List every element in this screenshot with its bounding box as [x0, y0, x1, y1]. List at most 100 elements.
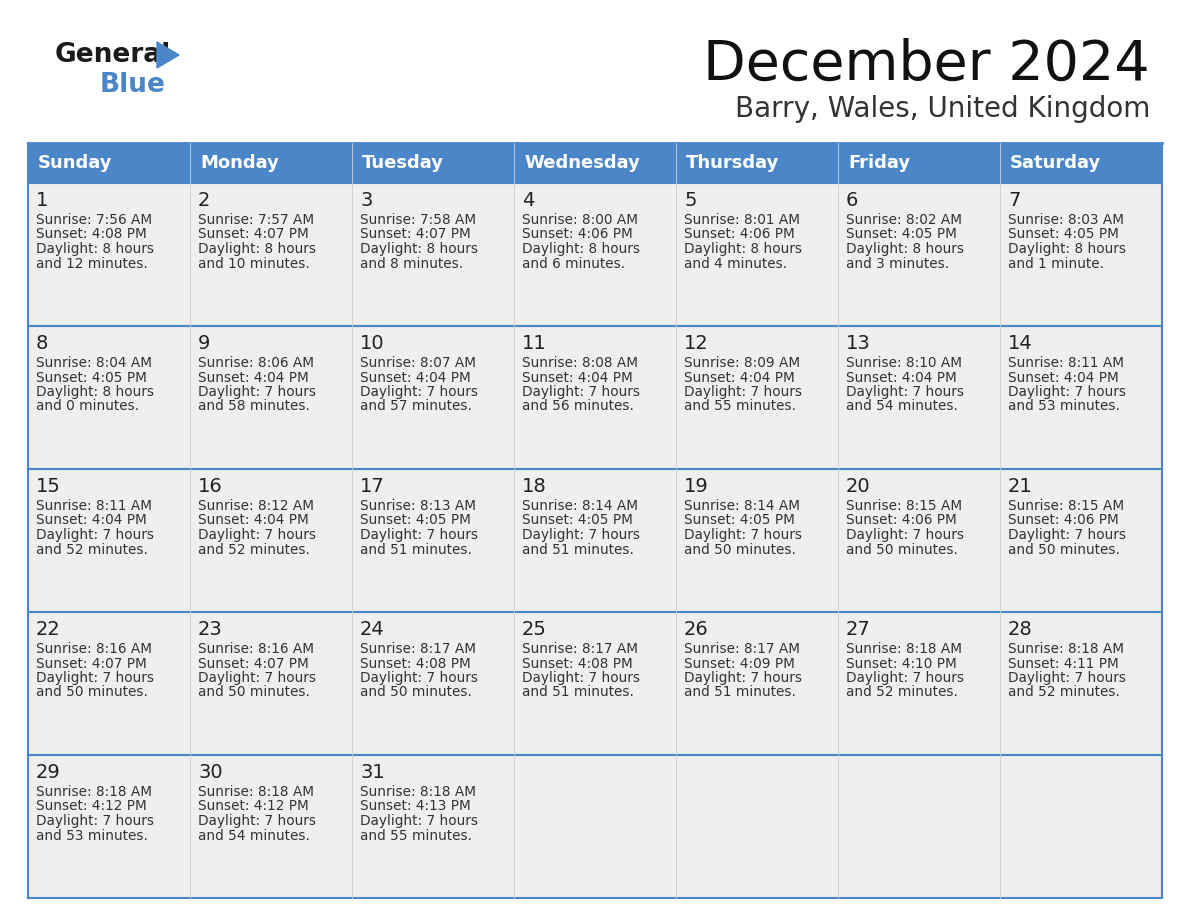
Text: Blue: Blue	[100, 72, 166, 98]
Text: Daylight: 7 hours: Daylight: 7 hours	[198, 671, 316, 685]
Text: Sunset: 4:13 PM: Sunset: 4:13 PM	[360, 800, 470, 813]
Bar	[190, 469, 352, 612]
Bar	[838, 183, 1000, 326]
Text: and 51 minutes.: and 51 minutes.	[522, 543, 634, 556]
Text: 6: 6	[846, 191, 859, 210]
Text: and 51 minutes.: and 51 minutes.	[684, 686, 796, 700]
Text: Sunrise: 8:02 AM: Sunrise: 8:02 AM	[846, 213, 962, 227]
Text: Daylight: 7 hours: Daylight: 7 hours	[1007, 528, 1126, 542]
Text: Daylight: 8 hours: Daylight: 8 hours	[360, 242, 478, 256]
Text: Sunrise: 8:16 AM: Sunrise: 8:16 AM	[36, 642, 152, 656]
Text: Daylight: 7 hours: Daylight: 7 hours	[360, 528, 478, 542]
Text: and 10 minutes.: and 10 minutes.	[198, 256, 310, 271]
Text: Sunset: 4:04 PM: Sunset: 4:04 PM	[198, 513, 309, 528]
Text: Sunrise: 8:18 AM: Sunrise: 8:18 AM	[36, 785, 152, 799]
Text: Daylight: 8 hours: Daylight: 8 hours	[36, 242, 154, 256]
Text: and 50 minutes.: and 50 minutes.	[846, 543, 958, 556]
Text: Daylight: 7 hours: Daylight: 7 hours	[846, 385, 963, 399]
Text: 30: 30	[198, 763, 222, 782]
Text: Sunrise: 8:13 AM: Sunrise: 8:13 AM	[360, 499, 476, 513]
Text: Sunrise: 8:04 AM: Sunrise: 8:04 AM	[36, 356, 152, 370]
Bar	[514, 755, 676, 898]
Bar	[676, 326, 838, 469]
Text: and 58 minutes.: and 58 minutes.	[198, 399, 310, 413]
Text: Daylight: 7 hours: Daylight: 7 hours	[360, 671, 478, 685]
Text: 29: 29	[36, 763, 61, 782]
Text: Sunset: 4:07 PM: Sunset: 4:07 PM	[36, 656, 147, 670]
Text: Daylight: 8 hours: Daylight: 8 hours	[198, 242, 316, 256]
Bar	[514, 469, 676, 612]
Text: Sunrise: 8:15 AM: Sunrise: 8:15 AM	[1007, 499, 1124, 513]
Text: 5: 5	[684, 191, 696, 210]
Text: and 54 minutes.: and 54 minutes.	[198, 829, 310, 843]
Text: Daylight: 7 hours: Daylight: 7 hours	[198, 385, 316, 399]
Text: Friday: Friday	[848, 154, 910, 172]
Text: Sunset: 4:07 PM: Sunset: 4:07 PM	[198, 228, 309, 241]
Text: Sunrise: 8:08 AM: Sunrise: 8:08 AM	[522, 356, 638, 370]
Text: Sunset: 4:10 PM: Sunset: 4:10 PM	[846, 656, 956, 670]
Text: and 4 minutes.: and 4 minutes.	[684, 256, 788, 271]
Bar	[838, 469, 1000, 612]
Text: Sunset: 4:05 PM: Sunset: 4:05 PM	[684, 513, 795, 528]
Bar	[1000, 612, 1162, 755]
Text: Sunset: 4:07 PM: Sunset: 4:07 PM	[360, 228, 470, 241]
Polygon shape	[157, 42, 179, 68]
Bar	[352, 326, 514, 469]
Text: Sunrise: 7:58 AM: Sunrise: 7:58 AM	[360, 213, 476, 227]
Bar	[190, 755, 352, 898]
Text: Daylight: 7 hours: Daylight: 7 hours	[846, 671, 963, 685]
Bar	[352, 612, 514, 755]
Bar	[29, 612, 190, 755]
Text: Sunset: 4:04 PM: Sunset: 4:04 PM	[360, 371, 470, 385]
Text: 1: 1	[36, 191, 49, 210]
Text: 21: 21	[1007, 477, 1032, 496]
Text: 22: 22	[36, 620, 61, 639]
Text: Monday: Monday	[200, 154, 279, 172]
Text: 19: 19	[684, 477, 709, 496]
Text: Sunset: 4:05 PM: Sunset: 4:05 PM	[360, 513, 470, 528]
Text: Sunrise: 8:03 AM: Sunrise: 8:03 AM	[1007, 213, 1124, 227]
Bar	[190, 326, 352, 469]
Bar	[29, 469, 190, 612]
Text: Daylight: 7 hours: Daylight: 7 hours	[1007, 671, 1126, 685]
Text: and 8 minutes.: and 8 minutes.	[360, 256, 463, 271]
Text: Saturday: Saturday	[1010, 154, 1101, 172]
Text: and 6 minutes.: and 6 minutes.	[522, 256, 625, 271]
Text: Daylight: 8 hours: Daylight: 8 hours	[36, 385, 154, 399]
Bar	[29, 183, 190, 326]
Text: Sunrise: 8:07 AM: Sunrise: 8:07 AM	[360, 356, 476, 370]
Text: 20: 20	[846, 477, 871, 496]
Text: Sunrise: 8:18 AM: Sunrise: 8:18 AM	[198, 785, 314, 799]
Bar	[352, 755, 514, 898]
Text: and 51 minutes.: and 51 minutes.	[360, 543, 472, 556]
Text: and 50 minutes.: and 50 minutes.	[198, 686, 310, 700]
Text: Sunrise: 8:14 AM: Sunrise: 8:14 AM	[684, 499, 800, 513]
Bar	[352, 469, 514, 612]
Bar	[676, 612, 838, 755]
Bar	[29, 326, 190, 469]
Text: Tuesday: Tuesday	[362, 154, 444, 172]
Bar	[1000, 469, 1162, 612]
Text: General: General	[55, 42, 171, 68]
Text: Sunrise: 8:18 AM: Sunrise: 8:18 AM	[1007, 642, 1124, 656]
Bar	[514, 612, 676, 755]
Text: Sunset: 4:08 PM: Sunset: 4:08 PM	[36, 228, 147, 241]
Text: 10: 10	[360, 334, 385, 353]
Text: and 1 minute.: and 1 minute.	[1007, 256, 1104, 271]
Text: and 55 minutes.: and 55 minutes.	[684, 399, 796, 413]
Text: Daylight: 7 hours: Daylight: 7 hours	[522, 528, 640, 542]
Text: and 55 minutes.: and 55 minutes.	[360, 829, 472, 843]
Text: and 54 minutes.: and 54 minutes.	[846, 399, 958, 413]
Text: and 12 minutes.: and 12 minutes.	[36, 256, 147, 271]
Text: Daylight: 8 hours: Daylight: 8 hours	[1007, 242, 1126, 256]
Text: Sunset: 4:04 PM: Sunset: 4:04 PM	[36, 513, 147, 528]
Text: Daylight: 7 hours: Daylight: 7 hours	[360, 385, 478, 399]
Text: 27: 27	[846, 620, 871, 639]
Bar	[676, 469, 838, 612]
Text: Sunset: 4:05 PM: Sunset: 4:05 PM	[522, 513, 633, 528]
Text: and 53 minutes.: and 53 minutes.	[36, 829, 147, 843]
Text: Sunset: 4:04 PM: Sunset: 4:04 PM	[684, 371, 795, 385]
Text: 16: 16	[198, 477, 223, 496]
Text: 23: 23	[198, 620, 223, 639]
Text: Daylight: 7 hours: Daylight: 7 hours	[684, 528, 802, 542]
